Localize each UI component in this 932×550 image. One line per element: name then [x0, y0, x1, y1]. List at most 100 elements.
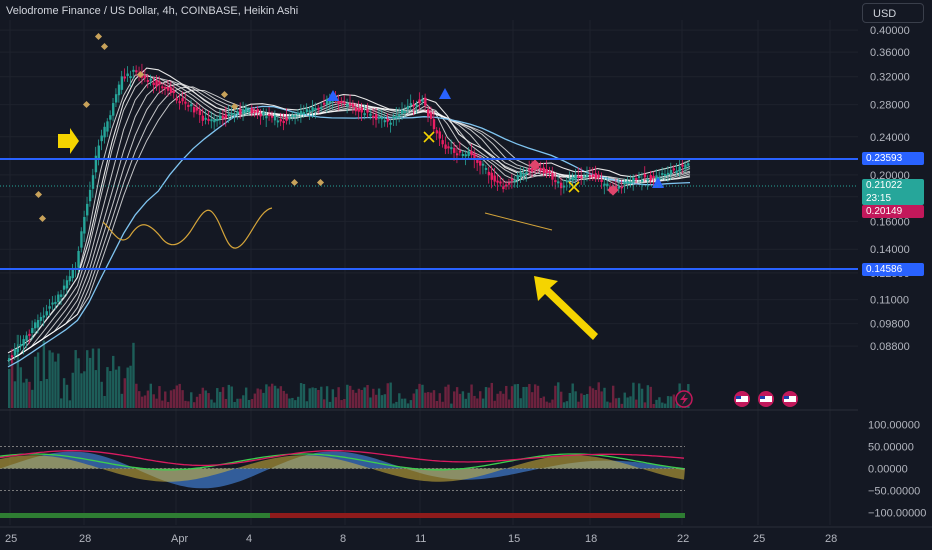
candle-body [34, 322, 37, 329]
trend-bar-bull [0, 513, 270, 518]
candle-body [97, 145, 100, 160]
candle-body [369, 113, 372, 116]
candle-body [661, 173, 664, 176]
diamond-marker [38, 214, 47, 223]
candle-body [453, 147, 456, 153]
candle-body [262, 111, 265, 115]
volume-bar [178, 383, 181, 408]
volume-histogram [8, 334, 690, 408]
volume-bar [250, 399, 254, 408]
volume-bar [351, 389, 355, 408]
sell-diamond-marker [607, 184, 619, 196]
candle-body [187, 104, 190, 107]
volume-bar [114, 369, 118, 408]
volume-bar [464, 398, 467, 408]
diamond-marker [34, 190, 43, 199]
candle-body [554, 180, 557, 183]
volume-bar [516, 383, 520, 408]
candle-body [294, 115, 297, 118]
candle-body [166, 86, 170, 91]
volume-bar [83, 371, 86, 408]
volume-bar [635, 399, 638, 408]
sell-diamond-marker [529, 159, 541, 171]
candle-body [591, 174, 595, 177]
candle-body [227, 113, 231, 116]
candle-body [57, 294, 60, 303]
candle-body [458, 150, 462, 153]
volume-bar [669, 396, 673, 408]
candle-body [13, 349, 17, 356]
volume-bar [551, 399, 554, 408]
volume-bar [308, 388, 311, 408]
volume-bar [135, 383, 138, 408]
volume-bar [646, 385, 650, 408]
currency-button[interactable]: USD [862, 3, 924, 23]
candle-body [80, 231, 83, 248]
volume-bar [42, 340, 46, 408]
candle-body [559, 182, 563, 189]
volume-bar [143, 395, 147, 408]
candle-body [421, 99, 424, 102]
candle-body [470, 151, 473, 156]
candle-body [398, 114, 401, 117]
volume-bar [322, 399, 326, 408]
volume-bar [617, 397, 621, 408]
oscillator-axis: 100.00000 50.00000 0.00000 −50.00000 −100.00… [868, 419, 926, 519]
oscillator-red-line [0, 450, 685, 467]
volume-bar [242, 395, 245, 408]
candle-body [152, 82, 155, 86]
volume-bar [273, 385, 277, 408]
volume-bar [74, 350, 77, 408]
candle-body [299, 110, 303, 115]
volume-bar [418, 383, 421, 408]
candle-body [172, 90, 176, 94]
volume-bar [614, 398, 618, 408]
candle-body [16, 348, 20, 352]
candle-body [565, 180, 569, 183]
candle-body [195, 107, 199, 111]
volume-bar [19, 367, 22, 408]
diamond-marker [316, 178, 325, 187]
candle-body [259, 113, 262, 117]
volume-bar [447, 384, 450, 408]
volume-bar [548, 402, 551, 408]
volume-bar [611, 385, 615, 408]
candle-body [233, 113, 236, 116]
candle-body [545, 169, 548, 174]
volume-bar [533, 384, 537, 408]
volume-bar [146, 390, 150, 408]
candle-body [635, 178, 638, 181]
time-tick-label: 25 [753, 533, 765, 545]
candle-body [155, 80, 158, 87]
candle-body [291, 115, 294, 118]
volume-bar [441, 401, 444, 408]
candle-body [45, 311, 48, 316]
candle-body [302, 112, 306, 115]
candle-body [86, 203, 89, 216]
volume-bar [161, 400, 164, 408]
candle-body [574, 174, 577, 181]
outer-band-line [7, 105, 691, 368]
upper-line-badge: 0.23593 [862, 152, 924, 165]
volume-bar [68, 400, 72, 408]
diamond-marker [230, 102, 239, 111]
candle-body [403, 111, 407, 114]
candle-body [427, 109, 430, 117]
candle-body [418, 99, 421, 104]
us-flag-event-icon [782, 391, 798, 407]
candle-body [450, 147, 453, 150]
volume-bar [340, 400, 343, 408]
volume-bar [265, 384, 268, 408]
volume-bar [158, 386, 161, 408]
candle-body [600, 179, 603, 182]
lower-line-badge: 0.14586 [862, 263, 924, 276]
volume-bar [8, 368, 11, 408]
candle-body [236, 111, 239, 114]
candle-body [681, 164, 684, 167]
candle-body [412, 104, 415, 107]
volume-bar [401, 398, 404, 408]
volume-bar [31, 389, 34, 408]
volume-bar [48, 350, 51, 408]
candle-body [372, 115, 375, 118]
